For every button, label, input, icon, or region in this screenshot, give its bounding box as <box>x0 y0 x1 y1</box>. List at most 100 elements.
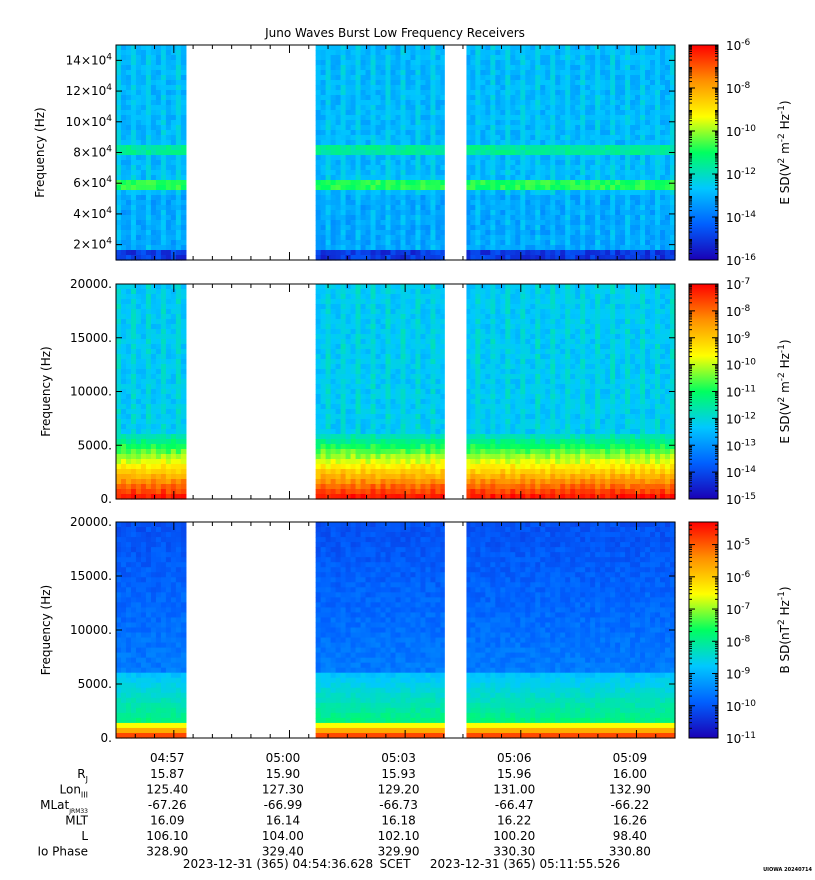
ephemeris-table: RJ 15.87 15.90 15.93 15.96 16.00 LonIII 125.40 1… <box>37 767 650 859</box>
ephemeris-value: 16.14 <box>266 814 300 828</box>
colorbar-tick-label: 10-10 <box>726 124 756 139</box>
colorbar-tick-label: 10-6 <box>726 570 751 585</box>
colorbar-tick-label: 10-6 <box>726 38 751 53</box>
data-gap-2 <box>444 522 467 738</box>
ephemeris-value: 329.90 <box>378 845 420 859</box>
y-axis-label: Frequency (Hz) <box>33 107 47 198</box>
ephemeris-value: 16.18 <box>381 814 415 828</box>
ephemeris-row-label: MLatJRM33 <box>40 798 88 815</box>
y-tick-label: 15000. <box>70 331 112 345</box>
colorbar-tick-label: 10-7 <box>726 602 750 617</box>
data-gap-2 <box>444 45 467 260</box>
data-gap-1 <box>186 522 315 738</box>
spectrogram-image <box>116 522 676 739</box>
colorbar-tick-label: 10-11 <box>726 731 756 746</box>
colorbar-tick-label: 10-8 <box>726 304 751 319</box>
y-tick-label: 20000. <box>70 515 112 529</box>
spectrogram-image <box>116 284 676 500</box>
time-tick-label: 05:09 <box>613 751 648 765</box>
chart-title: Juno Waves Burst Low Frequency Receivers <box>264 26 525 40</box>
spectrogram-panel-3: 0. 5000. 10000. 15000. 20000. Frequency (Hz) 1… <box>39 515 792 746</box>
y-tick-label: 20000. <box>70 277 112 291</box>
y-tick-label: 0. <box>101 731 112 745</box>
colorbar-tick-label: 10-5 <box>726 538 750 553</box>
y-tick-label: 2×104 <box>73 237 112 252</box>
y-axis-label: Frequency (Hz) <box>39 346 53 437</box>
colorbar-tick-label: 10-13 <box>726 438 756 453</box>
end-time: 2023-12-31 (365) 05:11:55.526 <box>430 857 620 871</box>
y-tick-label: 6×104 <box>73 175 112 190</box>
ephemeris-value: -66.47 <box>495 798 534 812</box>
time-tick-label: 04:57 <box>150 751 185 765</box>
colorbar <box>688 44 719 261</box>
colorbar-tick-label: 10-10 <box>726 699 756 714</box>
ephemeris-value: 129.20 <box>378 783 420 797</box>
colorbar-label: E SD(V2 m-2 Hz-1) <box>777 100 792 204</box>
ephemeris-value: 15.96 <box>497 767 531 781</box>
ephemeris-value: -67.26 <box>148 798 187 812</box>
ephemeris-value: 125.40 <box>146 783 188 797</box>
ephemeris-value: 16.26 <box>613 814 647 828</box>
spectrogram-panel-1: 2×104 4×104 6×104 8×104 10×104 12×104 14×104 Fr… <box>33 38 792 268</box>
colorbar-tick-label: 10-8 <box>726 81 751 96</box>
start-time: 2023-12-31 (365) 04:54:36.628 <box>183 857 373 871</box>
spectrogram-panels: 2×104 4×104 6×104 8×104 10×104 12×104 14×104 Fr… <box>33 38 792 746</box>
colorbar-tick-label: 10-9 <box>726 667 751 682</box>
y-tick-label: 14×104 <box>66 52 113 67</box>
data-gap-1 <box>186 284 315 499</box>
y-axis-label: Frequency (Hz) <box>39 585 53 676</box>
y-tick-label: 15000. <box>70 569 112 583</box>
time-tick-label: 05:03 <box>381 751 416 765</box>
time-tick-label: 05:06 <box>497 751 532 765</box>
colorbar-tick-label: 10-11 <box>726 385 756 400</box>
ephemeris-value: -66.99 <box>264 798 303 812</box>
data-gap-1 <box>186 45 315 260</box>
ephemeris-value: 127.30 <box>262 783 304 797</box>
colorbar-tick-label: 10-14 <box>726 465 756 480</box>
y-tick-label: 8×104 <box>73 145 112 160</box>
y-tick-label: 5000. <box>78 438 112 452</box>
ephemeris-value: 16.09 <box>150 814 184 828</box>
ephemeris-value: 100.20 <box>493 829 535 843</box>
ephemeris-row-label: MLT <box>65 814 88 828</box>
colorbar-tick-label: 10-9 <box>726 331 751 346</box>
colorbar <box>688 521 719 739</box>
y-tick-label: 5000. <box>78 677 112 691</box>
colorbar-tick-label: 10-16 <box>726 253 756 268</box>
colorbar-tick-label: 10-15 <box>726 492 756 507</box>
data-gap-2 <box>444 284 467 499</box>
ephemeris-row-label: RJ <box>77 767 88 784</box>
ephemeris-value: 102.10 <box>378 829 420 843</box>
ephemeris-value: 104.00 <box>262 829 304 843</box>
ephemeris-value: 330.80 <box>609 845 651 859</box>
y-tick-label: 10000. <box>70 623 112 637</box>
ephemeris-row-label: L <box>81 829 88 843</box>
colorbar-tick-label: 10-8 <box>726 634 751 649</box>
colorbar-label: B SD(nT2 Hz-1) <box>777 586 792 673</box>
ephemeris-value: 16.22 <box>497 814 531 828</box>
ephemeris-value: 329.40 <box>262 845 304 859</box>
ephemeris-row-label: Io Phase <box>37 845 88 859</box>
ephemeris-value: 330.30 <box>493 845 535 859</box>
ephemeris-value: -66.22 <box>611 798 650 812</box>
ephemeris-value: 15.93 <box>381 767 415 781</box>
watermark: UIOWA 20240714 <box>763 867 812 873</box>
colorbar-tick-label: 10-12 <box>726 411 756 426</box>
ephemeris-value: 15.87 <box>150 767 184 781</box>
ephemeris-value: 131.00 <box>493 783 535 797</box>
colorbar-tick-label: 10-14 <box>726 210 756 225</box>
y-tick-label: 10000. <box>70 385 112 399</box>
ephemeris-value: 16.00 <box>613 767 647 781</box>
ephemeris-row-label: LonIII <box>60 783 89 800</box>
scet-label: SCET <box>380 857 412 871</box>
spectrogram-panel-2: 0. 5000. 10000. 15000. 20000. Frequency (Hz) 1… <box>39 277 792 507</box>
colorbar-tick-label: 10-10 <box>726 358 756 373</box>
y-tick-label: 0. <box>101 492 112 506</box>
time-tick-label: 05:00 <box>266 751 301 765</box>
ephemeris-value: 15.90 <box>266 767 300 781</box>
ephemeris-value: 132.90 <box>609 783 651 797</box>
ephemeris-value: 106.10 <box>146 829 188 843</box>
ephemeris-value: 328.90 <box>146 845 188 859</box>
ephemeris-value: 98.40 <box>613 829 647 843</box>
